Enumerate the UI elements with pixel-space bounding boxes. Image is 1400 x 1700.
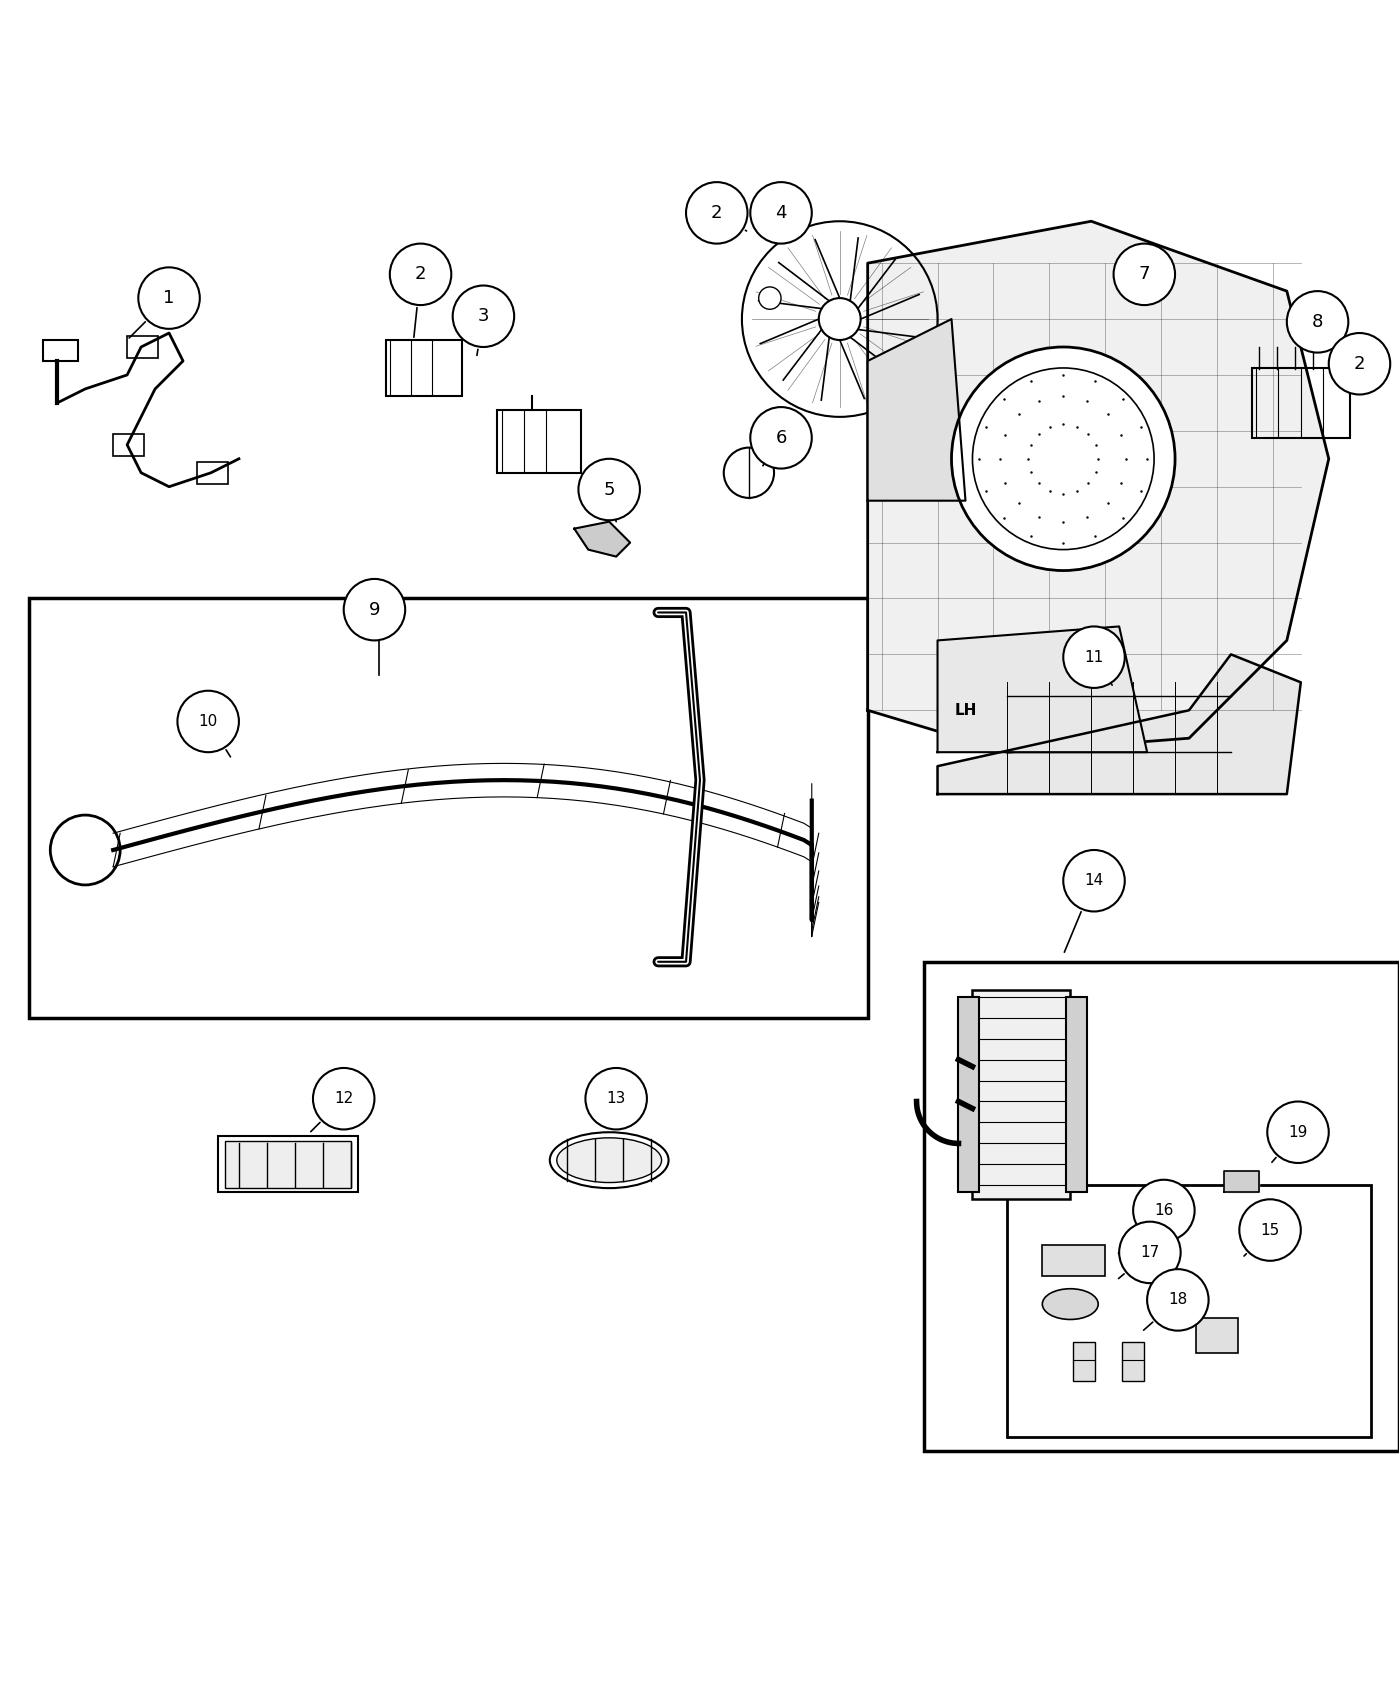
Bar <box>959 996 980 1192</box>
Circle shape <box>759 287 781 309</box>
Bar <box>29 598 868 1018</box>
Text: 12: 12 <box>335 1091 353 1107</box>
Circle shape <box>578 459 640 520</box>
Circle shape <box>1267 1102 1329 1163</box>
Polygon shape <box>868 221 1329 751</box>
Circle shape <box>1147 1270 1208 1331</box>
Polygon shape <box>574 522 630 556</box>
Text: LH: LH <box>955 702 977 717</box>
Circle shape <box>1119 1222 1180 1284</box>
Bar <box>973 989 1070 1198</box>
Polygon shape <box>938 654 1301 794</box>
Text: 18: 18 <box>1168 1292 1187 1307</box>
Bar <box>385 340 462 396</box>
Bar <box>1008 1185 1371 1436</box>
Text: 2: 2 <box>414 265 427 284</box>
Circle shape <box>178 690 239 751</box>
Text: 13: 13 <box>606 1091 626 1107</box>
Circle shape <box>686 182 748 243</box>
Polygon shape <box>868 320 966 502</box>
Text: 8: 8 <box>1312 313 1323 332</box>
Bar <box>1252 367 1350 439</box>
Circle shape <box>1239 1198 1301 1261</box>
Circle shape <box>1113 243 1175 304</box>
Circle shape <box>1287 291 1348 352</box>
Ellipse shape <box>557 1137 662 1183</box>
Bar <box>497 410 581 473</box>
Circle shape <box>750 406 812 469</box>
Circle shape <box>314 1068 374 1129</box>
Text: 16: 16 <box>1154 1204 1173 1217</box>
Circle shape <box>344 580 405 641</box>
Circle shape <box>1063 850 1124 911</box>
Circle shape <box>389 243 451 304</box>
Text: 9: 9 <box>368 600 381 619</box>
Circle shape <box>1063 626 1124 689</box>
Circle shape <box>952 347 1175 571</box>
Circle shape <box>585 1068 647 1129</box>
Text: 10: 10 <box>199 714 218 729</box>
Bar <box>924 962 1399 1450</box>
Text: 19: 19 <box>1288 1125 1308 1139</box>
Bar <box>113 434 144 456</box>
Text: 2: 2 <box>1354 355 1365 372</box>
Text: 11: 11 <box>1085 649 1103 665</box>
Text: 7: 7 <box>1138 265 1149 284</box>
Bar <box>1043 1246 1105 1277</box>
Text: 6: 6 <box>776 428 787 447</box>
Circle shape <box>750 182 812 243</box>
Text: 17: 17 <box>1140 1244 1159 1260</box>
Bar <box>197 462 228 484</box>
Bar <box>1065 996 1086 1192</box>
Circle shape <box>1329 333 1390 394</box>
Text: 14: 14 <box>1085 874 1103 887</box>
Bar <box>1072 1341 1095 1380</box>
Text: 4: 4 <box>776 204 787 223</box>
Ellipse shape <box>1043 1289 1098 1319</box>
Bar <box>218 1136 357 1192</box>
Text: 2: 2 <box>711 204 722 223</box>
Circle shape <box>139 267 200 328</box>
Bar <box>1121 1341 1144 1380</box>
Text: 5: 5 <box>603 481 615 498</box>
Circle shape <box>1133 1180 1194 1241</box>
Bar <box>43 340 78 360</box>
Text: 15: 15 <box>1260 1222 1280 1238</box>
Bar <box>1196 1318 1238 1353</box>
Text: 1: 1 <box>164 289 175 308</box>
Polygon shape <box>938 626 1147 751</box>
Circle shape <box>452 286 514 347</box>
Polygon shape <box>1224 1171 1259 1192</box>
Bar <box>127 337 158 359</box>
Text: 3: 3 <box>477 308 489 325</box>
Bar <box>225 1141 350 1188</box>
